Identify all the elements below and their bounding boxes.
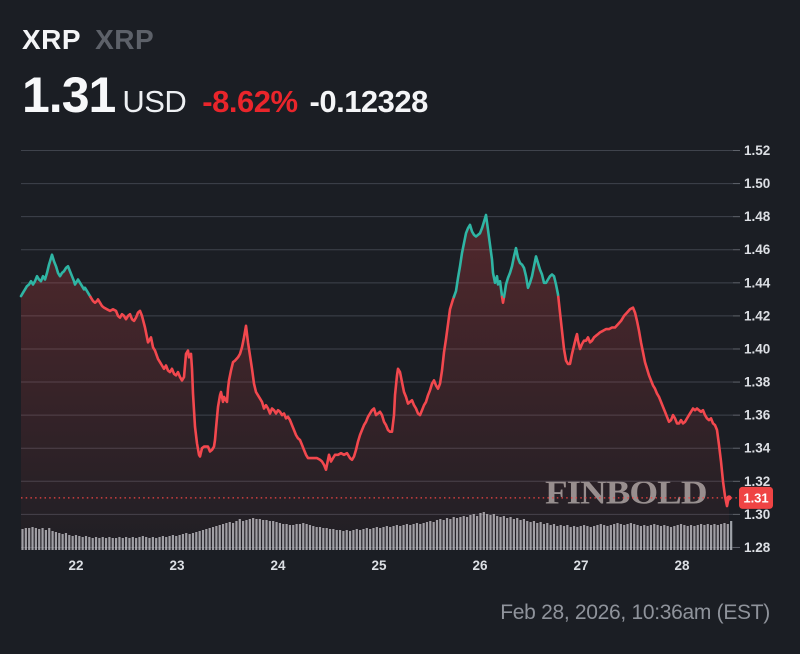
x-axis-label: 27 (573, 558, 588, 573)
price-currency: USD (122, 84, 187, 119)
timestamp: Feb 28, 2026, 10:36am (EST) (500, 601, 770, 624)
x-axis-label: 26 (472, 558, 488, 573)
x-axis-label: 22 (68, 558, 83, 573)
price-value: 1.31 (22, 67, 116, 123)
price-row: 1.31 USD -8.62% -0.12328 (22, 70, 428, 120)
volume-bar (730, 521, 733, 550)
y-axis-label: 1.50 (744, 176, 770, 191)
asset-symbol: XRP (22, 24, 82, 55)
header: XRP XRP 1.31 USD -8.62% -0.12328 (22, 24, 428, 120)
y-axis-label: 1.42 (744, 308, 770, 323)
x-axis-label: 25 (371, 558, 387, 573)
y-axis-label: 1.52 (744, 143, 770, 158)
current-price-badge-label: 1.31 (743, 491, 768, 506)
price-line-up-segment (19, 253, 92, 299)
price-change-percent: -8.62% (202, 84, 298, 119)
x-axis-label: 23 (169, 558, 185, 573)
y-axis-label: 1.28 (744, 540, 771, 555)
price-line-down-segment (89, 295, 456, 472)
price-line-endpoint (726, 495, 732, 501)
y-axis-label: 1.30 (744, 507, 770, 522)
price-line-up-segment (452, 213, 504, 299)
price-line-down-segment (500, 295, 506, 305)
price-line (19, 213, 731, 508)
price-change-absolute: -0.12328 (309, 84, 429, 119)
asset-symbol-secondary: XRP (95, 24, 155, 55)
y-axis-label: 1.32 (744, 474, 770, 489)
symbol-row: XRP XRP (22, 24, 428, 56)
y-axis-label: 1.38 (744, 375, 771, 390)
y-axis-label: 1.44 (744, 275, 771, 290)
price-area-fill (21, 215, 729, 550)
y-axis-label: 1.48 (744, 209, 771, 224)
y-axis-label: 1.46 (744, 242, 771, 257)
x-axis-labels: 22 23 24 25 26 27 28 (68, 558, 690, 573)
price-line-down-segment (556, 295, 731, 508)
y-axis-label: 1.36 (744, 408, 771, 423)
current-price-badge (739, 486, 773, 509)
x-axis-label: 24 (270, 558, 286, 573)
y-axis-label: 1.40 (744, 341, 770, 356)
y-axis-label: 1.34 (744, 441, 771, 456)
price-line-up-segment (502, 246, 560, 299)
x-axis-label: 28 (674, 558, 690, 573)
